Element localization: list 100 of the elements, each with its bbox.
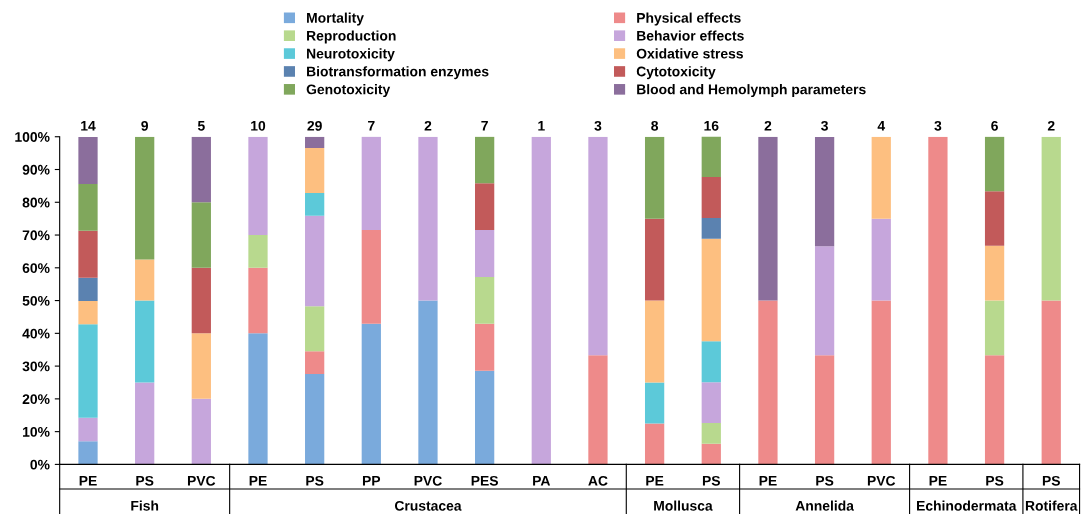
- bar: [644, 382, 665, 424]
- y-tick-label: 80%: [22, 197, 50, 208]
- y-tick-label: 0%: [30, 459, 50, 470]
- y-tick-label: 20%: [22, 394, 50, 405]
- bar: [191, 136, 211, 203]
- legend-label: Behavior effects: [637, 30, 744, 41]
- text: 10: [251, 120, 266, 131]
- x-tick-label: PE: [646, 476, 664, 486]
- legend-label: Neurotoxicity: [307, 48, 395, 62]
- text: Fish: [131, 500, 159, 511]
- x-tick-label: PS: [306, 475, 324, 486]
- legend-label: Mortality: [307, 12, 364, 26]
- bar: [701, 177, 721, 218]
- text: 8: [651, 120, 659, 131]
- y-tick-label: 50%: [22, 295, 50, 306]
- bar: [871, 300, 891, 465]
- text: 9: [141, 120, 149, 131]
- text: Mollusca: [654, 500, 713, 511]
- bar: [361, 230, 381, 324]
- x-tick-label: PE: [929, 476, 947, 486]
- bar: [361, 136, 381, 231]
- bar: [588, 355, 608, 465]
- text: 3: [934, 120, 942, 131]
- y-tick-label: 90%: [22, 164, 50, 175]
- bar: [758, 136, 778, 301]
- text: 7: [368, 121, 375, 131]
- y-tick-label: 30%: [22, 361, 50, 372]
- text: 29: [307, 120, 322, 131]
- x-tick-label: PS: [702, 475, 720, 486]
- x-tick-label: PVC: [187, 475, 216, 486]
- bar: [531, 136, 551, 465]
- x-tick-label: PE: [79, 476, 97, 486]
- x-tick-label: AC: [588, 475, 608, 486]
- y-tick-label: 10%: [23, 426, 50, 437]
- x-tick-label: PE: [759, 476, 777, 486]
- x-tick-label: PS: [986, 475, 1004, 486]
- bar: [191, 333, 211, 399]
- bar: [475, 370, 495, 465]
- bar: [475, 183, 495, 231]
- bar: [305, 373, 325, 465]
- text: 3: [594, 120, 602, 131]
- bar: [305, 306, 325, 352]
- x-tick-label: PP: [362, 476, 381, 486]
- bar: [475, 230, 495, 277]
- x-tick-label: PVC: [414, 475, 442, 486]
- bar: [984, 245, 1005, 301]
- bar: [814, 137, 835, 247]
- bar: [871, 218, 891, 301]
- bar: [814, 355, 835, 465]
- bar: [418, 300, 438, 465]
- text: Echinodermata: [917, 500, 1017, 511]
- bar: [701, 382, 721, 424]
- bar: [78, 300, 98, 325]
- text: Rotifera: [1025, 500, 1078, 511]
- bar: [928, 136, 948, 465]
- bar: [984, 191, 1005, 246]
- bar: [701, 423, 721, 444]
- x-tick-label: PVC: [867, 475, 896, 486]
- bar: [475, 323, 495, 371]
- text: 1: [538, 121, 545, 131]
- bar: [305, 136, 325, 148]
- legend-label: Oxidative stress: [636, 48, 743, 59]
- legend-label: Blood and Hemolymph parameters: [637, 84, 866, 98]
- x-tick-label: PA: [533, 476, 551, 486]
- bar: [475, 276, 495, 324]
- text: 16: [704, 120, 719, 131]
- bar: [191, 267, 211, 334]
- x-tick-label: PE: [249, 476, 267, 486]
- text: Crustacea: [394, 500, 462, 511]
- bar: [78, 230, 98, 278]
- bar: [814, 246, 835, 356]
- text: 6: [991, 120, 998, 131]
- text: 2: [424, 120, 432, 131]
- bar: [135, 300, 155, 383]
- bar: [191, 202, 211, 268]
- bar: [701, 443, 721, 465]
- bar: [1041, 136, 1061, 301]
- bar: [588, 136, 608, 356]
- legend-label: Reproduction: [307, 30, 396, 44]
- x-tick-label: PS: [816, 475, 834, 486]
- legend-label: Genotoxicity: [306, 84, 391, 98]
- bar: [701, 218, 721, 239]
- x-tick-label: PES: [471, 475, 498, 486]
- bar: [1041, 300, 1061, 465]
- bar: [984, 136, 1005, 192]
- bar: [78, 183, 98, 231]
- bar: [248, 267, 268, 334]
- bar: [644, 300, 665, 383]
- bar: [248, 333, 268, 465]
- y-tick-label: 60%: [22, 263, 50, 273]
- bar: [305, 147, 325, 194]
- bar: [305, 215, 325, 307]
- bar: [248, 235, 268, 268]
- text: 5: [197, 121, 205, 131]
- bar: [135, 136, 155, 260]
- bar: [361, 323, 381, 465]
- bar: [475, 136, 495, 184]
- bar: [984, 355, 1005, 465]
- bar: [418, 136, 438, 301]
- legend-label: Biotransformation enzymes: [307, 66, 489, 80]
